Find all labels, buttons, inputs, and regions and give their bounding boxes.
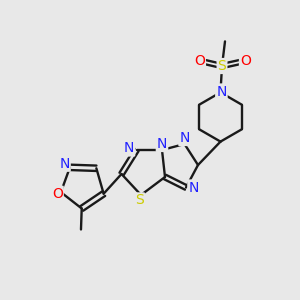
Text: S: S [135, 194, 144, 207]
Text: N: N [179, 131, 190, 145]
Text: N: N [124, 142, 134, 155]
Text: O: O [240, 54, 251, 68]
Text: N: N [59, 157, 70, 171]
Text: O: O [52, 187, 63, 201]
Text: N: N [157, 137, 167, 151]
Text: S: S [218, 59, 226, 73]
Text: O: O [194, 54, 205, 68]
Text: N: N [216, 85, 226, 98]
Text: N: N [188, 181, 199, 194]
